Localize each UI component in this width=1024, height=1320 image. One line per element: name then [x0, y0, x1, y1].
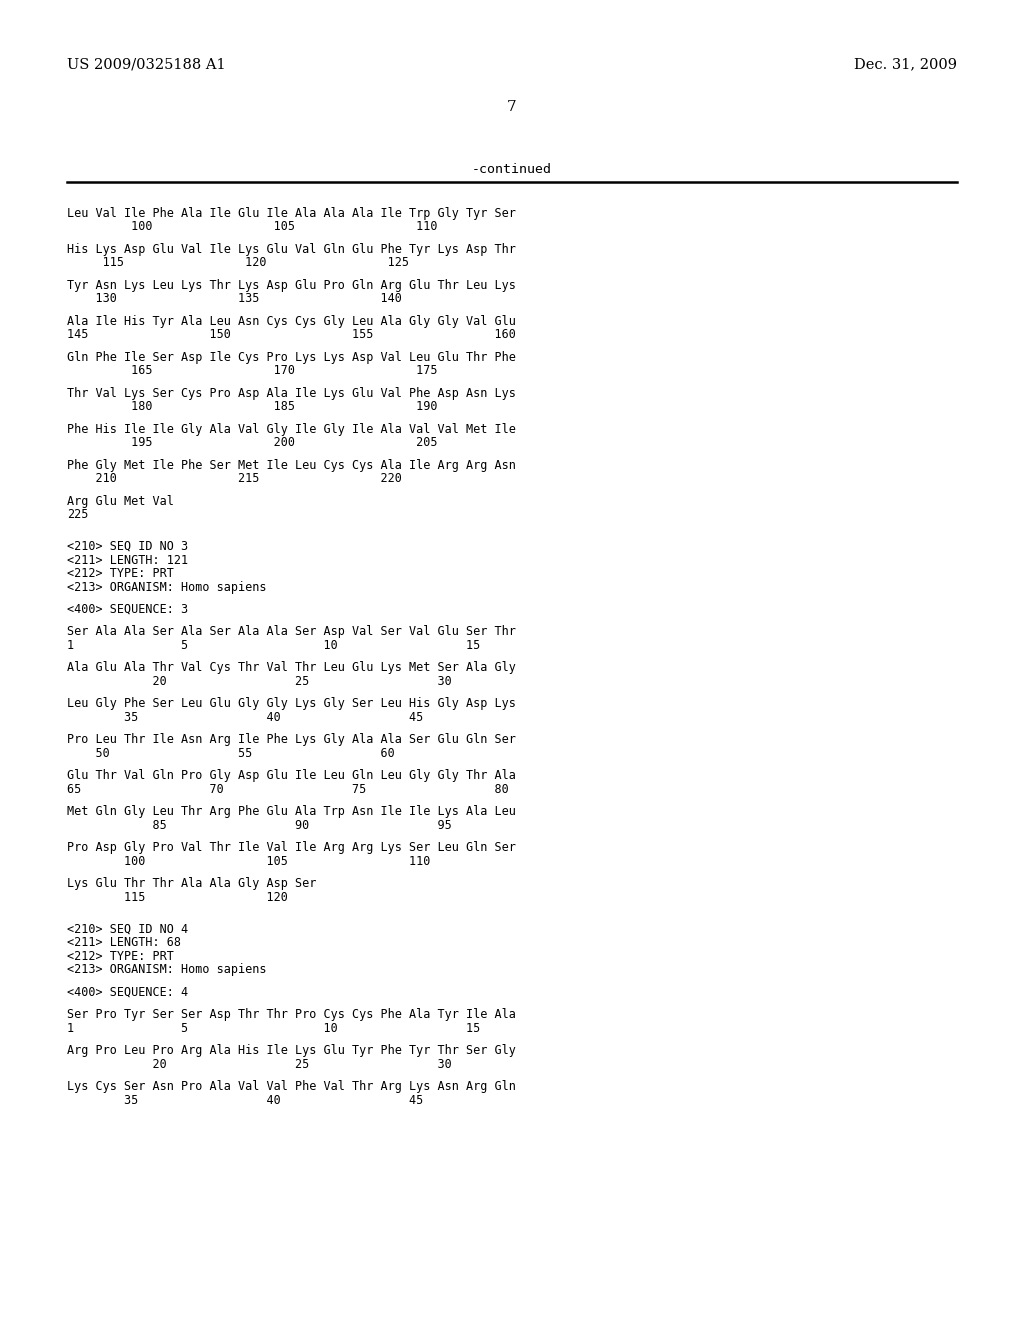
Text: Dec. 31, 2009: Dec. 31, 2009 — [854, 57, 957, 71]
Text: Ala Glu Ala Thr Val Cys Thr Val Thr Leu Glu Lys Met Ser Ala Gly: Ala Glu Ala Thr Val Cys Thr Val Thr Leu … — [67, 661, 516, 675]
Text: 130                 135                 140: 130 135 140 — [67, 293, 401, 305]
Text: -continued: -continued — [472, 162, 552, 176]
Text: 145                 150                 155                 160: 145 150 155 160 — [67, 329, 516, 342]
Text: 35                  40                  45: 35 40 45 — [67, 711, 423, 723]
Text: 115                 120: 115 120 — [67, 891, 288, 904]
Text: <213> ORGANISM: Homo sapiens: <213> ORGANISM: Homo sapiens — [67, 964, 266, 975]
Text: 180                 185                 190: 180 185 190 — [67, 400, 437, 413]
Text: Lys Glu Thr Thr Ala Ala Gly Asp Ser: Lys Glu Thr Thr Ala Ala Gly Asp Ser — [67, 878, 316, 891]
Text: His Lys Asp Glu Val Ile Lys Glu Val Gln Glu Phe Tyr Lys Asp Thr: His Lys Asp Glu Val Ile Lys Glu Val Gln … — [67, 243, 516, 256]
Text: 225: 225 — [67, 508, 88, 521]
Text: US 2009/0325188 A1: US 2009/0325188 A1 — [67, 57, 225, 71]
Text: 20                  25                  30: 20 25 30 — [67, 1057, 452, 1071]
Text: <211> LENGTH: 121: <211> LENGTH: 121 — [67, 553, 188, 566]
Text: Leu Val Ile Phe Ala Ile Glu Ile Ala Ala Ala Ile Trp Gly Tyr Ser: Leu Val Ile Phe Ala Ile Glu Ile Ala Ala … — [67, 207, 516, 220]
Text: Phe His Ile Ile Gly Ala Val Gly Ile Gly Ile Ala Val Val Met Ile: Phe His Ile Ile Gly Ala Val Gly Ile Gly … — [67, 422, 516, 436]
Text: <210> SEQ ID NO 3: <210> SEQ ID NO 3 — [67, 540, 188, 553]
Text: 7: 7 — [507, 100, 517, 114]
Text: <211> LENGTH: 68: <211> LENGTH: 68 — [67, 936, 181, 949]
Text: Met Gln Gly Leu Thr Arg Phe Glu Ala Trp Asn Ile Ile Lys Ala Leu: Met Gln Gly Leu Thr Arg Phe Glu Ala Trp … — [67, 805, 516, 818]
Text: Arg Pro Leu Pro Arg Ala His Ile Lys Glu Tyr Phe Tyr Thr Ser Gly: Arg Pro Leu Pro Arg Ala His Ile Lys Glu … — [67, 1044, 516, 1057]
Text: Arg Glu Met Val: Arg Glu Met Val — [67, 495, 174, 508]
Text: Glu Thr Val Gln Pro Gly Asp Glu Ile Leu Gln Leu Gly Gly Thr Ala: Glu Thr Val Gln Pro Gly Asp Glu Ile Leu … — [67, 770, 516, 783]
Text: <400> SEQUENCE: 4: <400> SEQUENCE: 4 — [67, 986, 188, 998]
Text: Leu Gly Phe Ser Leu Glu Gly Gly Lys Gly Ser Leu His Gly Asp Lys: Leu Gly Phe Ser Leu Glu Gly Gly Lys Gly … — [67, 697, 516, 710]
Text: 1               5                   10                  15: 1 5 10 15 — [67, 639, 480, 652]
Text: 165                 170                 175: 165 170 175 — [67, 364, 437, 378]
Text: 100                 105                 110: 100 105 110 — [67, 220, 437, 234]
Text: <213> ORGANISM: Homo sapiens: <213> ORGANISM: Homo sapiens — [67, 581, 266, 594]
Text: Tyr Asn Lys Leu Lys Thr Lys Asp Glu Pro Gln Arg Glu Thr Leu Lys: Tyr Asn Lys Leu Lys Thr Lys Asp Glu Pro … — [67, 279, 516, 292]
Text: 115                 120                 125: 115 120 125 — [67, 256, 409, 269]
Text: 20                  25                  30: 20 25 30 — [67, 675, 452, 688]
Text: 50                  55                  60: 50 55 60 — [67, 747, 394, 760]
Text: <210> SEQ ID NO 4: <210> SEQ ID NO 4 — [67, 923, 188, 936]
Text: Pro Leu Thr Ile Asn Arg Ile Phe Lys Gly Ala Ala Ser Glu Gln Ser: Pro Leu Thr Ile Asn Arg Ile Phe Lys Gly … — [67, 734, 516, 747]
Text: <400> SEQUENCE: 3: <400> SEQUENCE: 3 — [67, 603, 188, 616]
Text: Thr Val Lys Ser Cys Pro Asp Ala Ile Lys Glu Val Phe Asp Asn Lys: Thr Val Lys Ser Cys Pro Asp Ala Ile Lys … — [67, 387, 516, 400]
Text: Pro Asp Gly Pro Val Thr Ile Val Ile Arg Arg Lys Ser Leu Gln Ser: Pro Asp Gly Pro Val Thr Ile Val Ile Arg … — [67, 842, 516, 854]
Text: 85                  90                  95: 85 90 95 — [67, 818, 452, 832]
Text: 210                 215                 220: 210 215 220 — [67, 473, 401, 486]
Text: <212> TYPE: PRT: <212> TYPE: PRT — [67, 568, 174, 579]
Text: 195                 200                 205: 195 200 205 — [67, 437, 437, 450]
Text: 100                 105                 110: 100 105 110 — [67, 855, 430, 869]
Text: Lys Cys Ser Asn Pro Ala Val Val Phe Val Thr Arg Lys Asn Arg Gln: Lys Cys Ser Asn Pro Ala Val Val Phe Val … — [67, 1080, 516, 1093]
Text: 1               5                   10                  15: 1 5 10 15 — [67, 1022, 480, 1035]
Text: Phe Gly Met Ile Phe Ser Met Ile Leu Cys Cys Ala Ile Arg Arg Asn: Phe Gly Met Ile Phe Ser Met Ile Leu Cys … — [67, 459, 516, 473]
Text: Gln Phe Ile Ser Asp Ile Cys Pro Lys Lys Asp Val Leu Glu Thr Phe: Gln Phe Ile Ser Asp Ile Cys Pro Lys Lys … — [67, 351, 516, 364]
Text: Ser Pro Tyr Ser Ser Asp Thr Thr Pro Cys Cys Phe Ala Tyr Ile Ala: Ser Pro Tyr Ser Ser Asp Thr Thr Pro Cys … — [67, 1008, 516, 1020]
Text: 65                  70                  75                  80: 65 70 75 80 — [67, 783, 509, 796]
Text: Ser Ala Ala Ser Ala Ser Ala Ala Ser Asp Val Ser Val Glu Ser Thr: Ser Ala Ala Ser Ala Ser Ala Ala Ser Asp … — [67, 626, 516, 639]
Text: Ala Ile His Tyr Ala Leu Asn Cys Cys Gly Leu Ala Gly Gly Val Glu: Ala Ile His Tyr Ala Leu Asn Cys Cys Gly … — [67, 315, 516, 327]
Text: 35                  40                  45: 35 40 45 — [67, 1093, 423, 1106]
Text: <212> TYPE: PRT: <212> TYPE: PRT — [67, 949, 174, 962]
